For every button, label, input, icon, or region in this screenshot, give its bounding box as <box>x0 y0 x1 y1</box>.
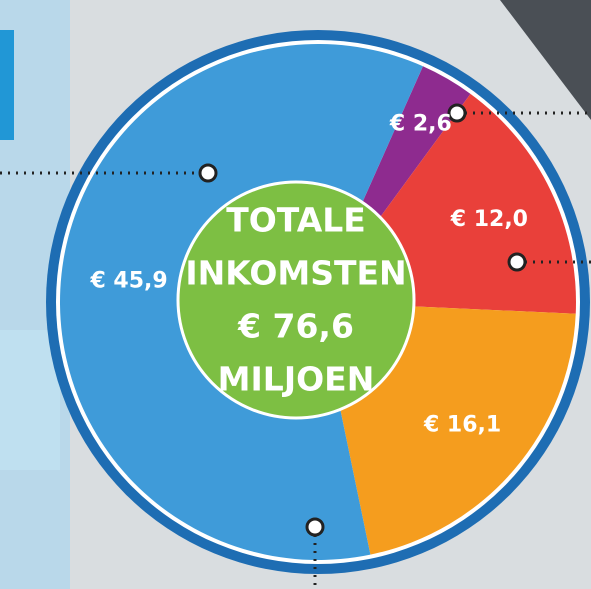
leader-dot <box>507 252 527 272</box>
backdrop-panel <box>0 330 60 470</box>
slice-label: € 16,1 <box>423 412 501 437</box>
leader-dot <box>198 163 218 183</box>
center-text: € 76,6 <box>237 307 354 346</box>
backdrop-accent <box>0 30 14 140</box>
center-text: MILJOEN <box>218 360 375 399</box>
backdrop-beam <box>500 0 591 120</box>
leader-dot <box>447 103 467 123</box>
leader-lines <box>0 103 591 589</box>
slice-label: € 2,6 <box>389 112 452 137</box>
slice-label: € 45,9 <box>89 269 167 294</box>
center-text: INKOMSTEN <box>185 254 406 293</box>
leader-dot <box>305 517 325 537</box>
center-text: TOTALE <box>226 201 366 240</box>
slice-label: € 12,0 <box>450 207 528 232</box>
center-circle <box>176 180 416 420</box>
